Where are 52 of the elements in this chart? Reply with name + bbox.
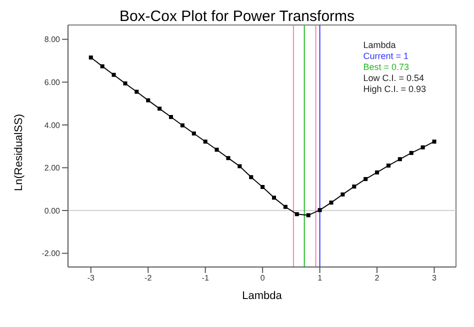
point (88, 56, 93, 60)
chart-title: Box-Cox Plot for Power Transforms (118, 8, 356, 25)
point (100, 64, 104, 68)
legend-title: Lambda (363, 40, 397, 51)
point (158, 106, 162, 111)
ref-line-label: Best = 0.73 (363, 62, 410, 73)
point (318, 208, 322, 212)
point (294, 212, 299, 216)
x-tick-label: 3 (432, 274, 438, 283)
point (226, 156, 230, 160)
x-tick-label: 0 (260, 274, 266, 283)
point (169, 115, 174, 120)
point (375, 170, 380, 174)
point (329, 200, 334, 205)
point (146, 98, 150, 102)
point (214, 148, 219, 152)
point (352, 184, 356, 189)
point (306, 213, 310, 218)
x-tick-label: 1 (318, 274, 323, 283)
point (123, 81, 128, 86)
x-axis-title: Lambda (242, 290, 283, 302)
point (260, 184, 265, 189)
point (203, 140, 208, 144)
point (283, 204, 288, 209)
y-tick-label: 4.00 (44, 120, 61, 130)
y-tick-label: 0.00 (44, 206, 61, 216)
point (134, 90, 139, 94)
y-axis-title: Ln(ResidualSS) (12, 114, 25, 191)
point (420, 145, 425, 150)
point (180, 123, 184, 128)
y-tick-label: 6.00 (44, 78, 61, 87)
point (409, 150, 414, 155)
point (364, 177, 368, 182)
point (249, 175, 254, 180)
annotation: High C.I. = 0.93 (363, 84, 426, 95)
point (432, 140, 436, 144)
ref-line-label: Current = 1 (363, 51, 410, 62)
annotation: Low C.I. = 0.54 (363, 73, 425, 84)
y-tick-label: -2.00 (42, 249, 61, 258)
x-tick-label: -3 (87, 274, 95, 283)
point (386, 164, 390, 168)
point (112, 72, 116, 77)
point (398, 157, 402, 162)
point (192, 131, 196, 136)
point (272, 196, 276, 200)
x-tick-label: -1 (202, 274, 210, 283)
y-tick-label: 2.00 (44, 164, 61, 173)
point (340, 192, 345, 196)
point (238, 164, 242, 168)
x-tick-label: -2 (144, 274, 152, 283)
x-tick-label: 2 (374, 274, 380, 283)
y-tick-label: 8.00 (44, 35, 61, 44)
